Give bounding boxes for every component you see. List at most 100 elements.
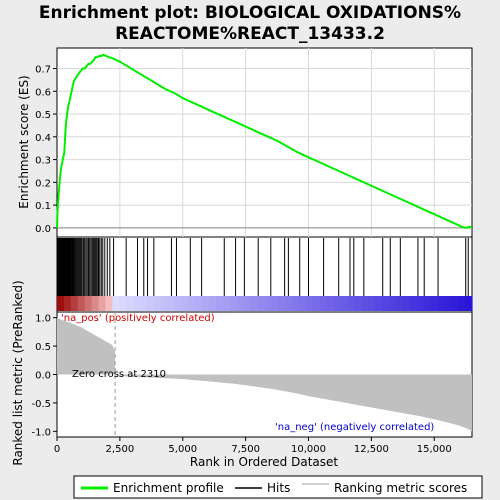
rank-bar-segment [306, 296, 314, 311]
rank-bar-segment [84, 296, 93, 311]
rank-color-bar [57, 296, 473, 311]
rank-bar-segment [285, 296, 293, 311]
x-tick-label: 2,500 [106, 444, 135, 455]
rank-bar-segment [430, 296, 439, 311]
x-tick-label: 0 [54, 444, 60, 455]
rank-bar-segment [63, 296, 72, 311]
metric-layer [57, 312, 472, 437]
rank-bar-segment [465, 296, 473, 311]
legend-label-enrichment: Enrichment profile [113, 481, 224, 495]
rank-bar-segment [229, 296, 238, 311]
metric-y-tick-label: 1.0 [35, 314, 51, 325]
rank-bar-segment [250, 296, 259, 311]
x-axis-label: Rank in Ordered Dataset [190, 455, 338, 469]
rank-bar-segment [167, 296, 176, 311]
rank-bar-segment [133, 296, 141, 311]
x-tick-label: 5,000 [168, 444, 197, 455]
es-y-tick-label: 0.3 [35, 156, 51, 167]
x-tick-label: 12,500 [354, 444, 389, 455]
rank-bar-segment [312, 296, 321, 311]
metric-y-axis-label: Ranked list metric (PreRanked) [11, 280, 25, 465]
rank-bar-segment [119, 296, 127, 311]
rank-bar-segment [236, 296, 245, 311]
neg-label: 'na_neg' (negatively correlated) [275, 422, 434, 433]
es-y-ticks: 0.0 0.1 0.2 0.3 0.4 0.5 0.6 0.7 [35, 64, 57, 235]
metric-y-tick-label: -0.5 [31, 399, 51, 410]
rank-bar-segment [389, 296, 397, 311]
rank-bar-segment [354, 296, 362, 311]
rank-bar-segment [105, 296, 113, 311]
rank-bar-segment [416, 296, 425, 311]
es-y-tick-label: 0.0 [35, 224, 51, 235]
rank-bar-segment [409, 296, 418, 311]
chart-title-line2: REACTOME%REACT_13433.2 [115, 24, 385, 44]
pos-label: 'na_pos' (positively correlated) [61, 313, 215, 324]
hits-layer [56, 238, 469, 296]
rank-bar-segment [451, 296, 459, 311]
rank-bar-segment [91, 296, 100, 311]
es-y-tick-label: 0.4 [35, 133, 51, 144]
rank-bar-segment [326, 296, 335, 311]
rank-bar-segment [140, 296, 148, 311]
rank-bar-segment [271, 296, 279, 311]
es-gridlines [57, 48, 472, 237]
metric-y-tick-label: -1.0 [31, 427, 51, 438]
rank-bar-segment [57, 296, 65, 311]
rank-bar-segment [382, 296, 390, 311]
rank-bar-segment [444, 296, 452, 311]
rank-bar-segment [319, 296, 328, 311]
rank-bar-segment [174, 296, 183, 311]
rank-bar-segment [375, 296, 383, 311]
rank-bar-segment [153, 296, 162, 311]
rank-bar-segment [126, 296, 134, 311]
rank-bar-segment [216, 296, 224, 311]
rank-bar-segment [458, 296, 466, 311]
zero-cross-label: Zero cross at 2310 [72, 369, 166, 380]
es-y-axis-label: Enrichment score (ES) [17, 75, 31, 208]
rank-bar-segment [112, 296, 120, 311]
rank-bar-segment [361, 296, 369, 311]
es-y-tick-label: 0.2 [35, 178, 51, 189]
legend: Enrichment profile Hits Ranking metric s… [73, 475, 483, 499]
rank-bar-segment [395, 296, 404, 311]
rank-bar-segment [402, 296, 411, 311]
es-y-tick-label: 0.6 [35, 87, 51, 98]
rank-bar-segment [368, 296, 376, 311]
es-profile-line [56, 53, 473, 229]
rank-bar-segment [188, 296, 196, 311]
x-tick-label: 7,500 [231, 444, 260, 455]
es-y-tick-label: 0.7 [35, 64, 51, 75]
es-y-tick-label: 0.5 [35, 110, 51, 121]
es-line-layer [56, 53, 473, 229]
metric-y-tick-label: 0.0 [35, 371, 51, 382]
es-panel [56, 47, 473, 238]
rank-bar-segment [437, 296, 445, 311]
x-ticks: 0 2,500 5,000 7,500 10,000 12,500 15,000 [54, 437, 452, 455]
rank-bar-segment [264, 296, 273, 311]
rank-bar-segment [202, 296, 210, 311]
metric-y-tick-label: 0.5 [35, 342, 51, 353]
rank-bar-segment [209, 296, 217, 311]
rank-bar-segment [243, 296, 252, 311]
rank-bar-segment [347, 296, 356, 311]
rank-bar-segment [160, 296, 169, 311]
rank-bar-segment [340, 296, 349, 311]
metric-y-ticks: -1.0 -0.5 0.0 0.5 1.0 [31, 314, 57, 438]
rank-bar-segment [98, 296, 107, 311]
rank-bar-segment [292, 296, 300, 311]
metric-area [57, 317, 472, 432]
rank-bar-segment [223, 296, 231, 311]
rank-bar-segment [181, 296, 190, 311]
rank-bar-segment [423, 296, 432, 311]
es-y-tick-label: 0.1 [35, 201, 51, 212]
rank-bar-segment [299, 296, 307, 311]
x-tick-label: 15,000 [417, 444, 452, 455]
legend-label-hits: Hits [267, 481, 290, 495]
rank-bar-segment [278, 296, 286, 311]
rank-bar-segment [146, 296, 155, 311]
legend-label-metric: Ranking metric scores [334, 481, 467, 495]
rank-bar-segment [70, 296, 79, 311]
x-tick-label: 10,000 [291, 444, 326, 455]
rank-bar-segment [333, 296, 342, 311]
